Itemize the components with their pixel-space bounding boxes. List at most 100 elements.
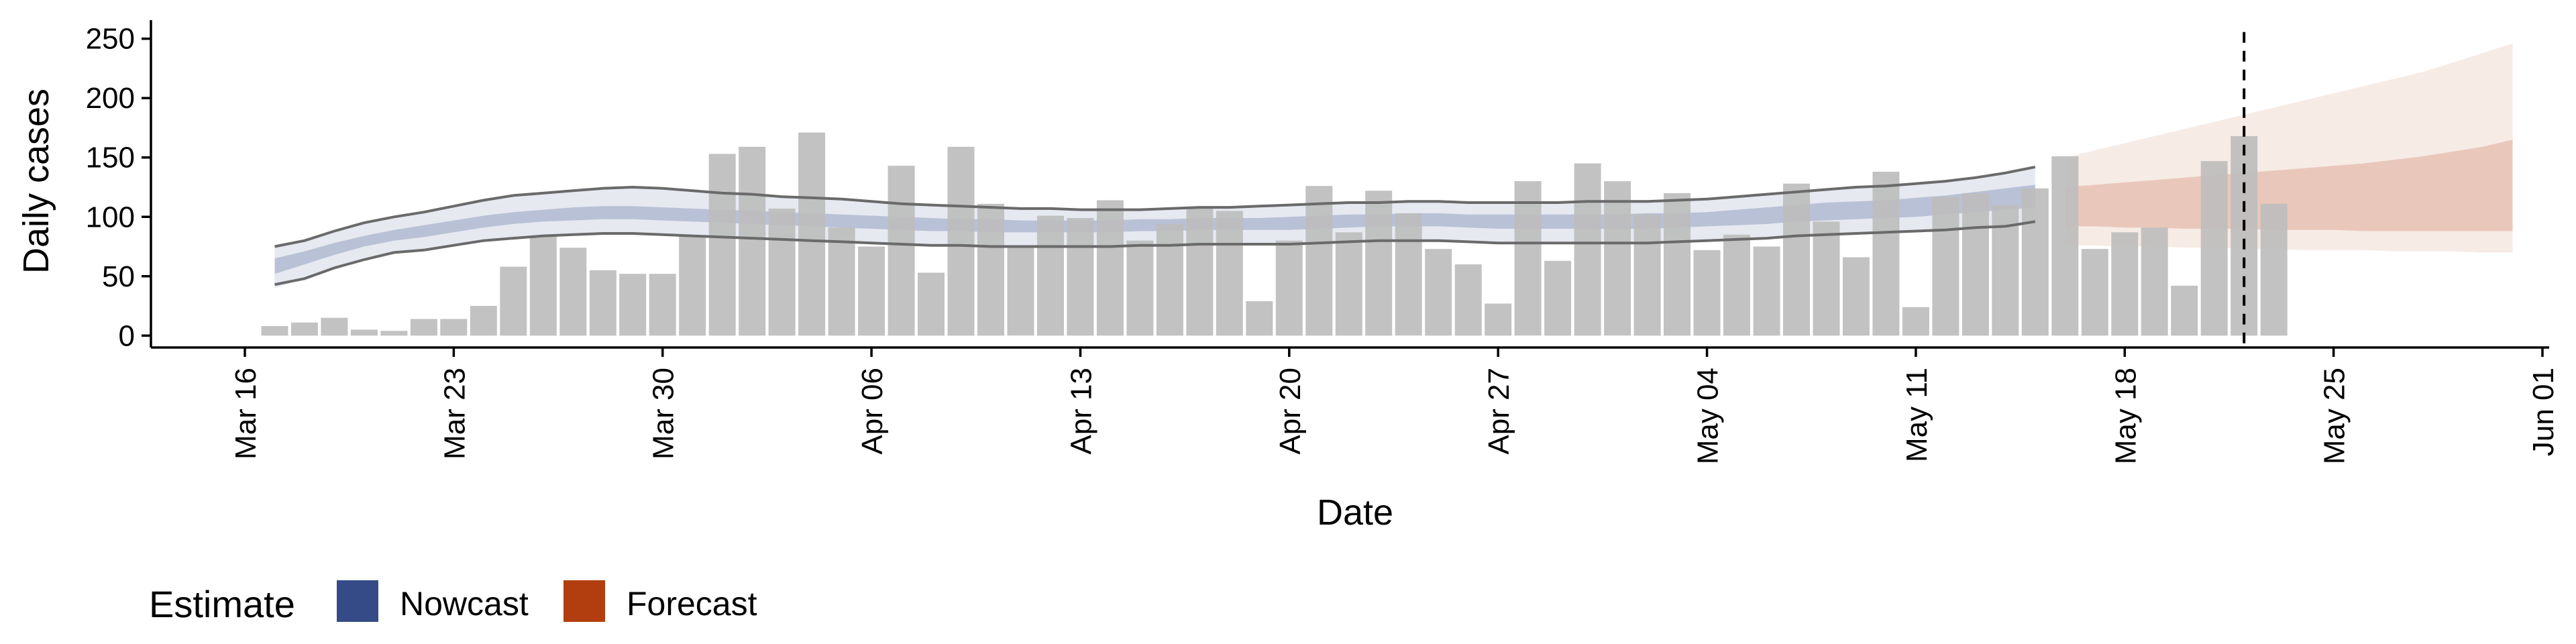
observed-bar <box>1962 193 1989 336</box>
observed-bar <box>470 306 497 336</box>
observed-bar <box>1246 301 1273 336</box>
y-tick-label: 100 <box>86 201 135 233</box>
observed-bar <box>290 322 318 336</box>
y-tick-label: 50 <box>102 260 135 293</box>
observed-bar <box>1813 221 1840 336</box>
observed-bar <box>1126 240 1154 336</box>
x-tick-label: Mar 16 <box>229 368 262 460</box>
observed-bar <box>1842 257 1870 336</box>
observed-bar <box>529 235 557 336</box>
observed-bar <box>2111 232 2139 336</box>
observed-bar <box>2141 227 2168 336</box>
legend-swatch-forecast <box>564 580 605 622</box>
axes-layer: 0 50 100 150 200 250 Mar 16 Mar 23 Mar 30 Apr 06 A… <box>86 20 2560 464</box>
y-tick-label: 150 <box>86 142 135 174</box>
x-tick-label: Apr 20 <box>1274 368 1307 455</box>
observed-bar <box>2171 285 2198 336</box>
observed-bar <box>1037 215 1064 336</box>
observed-bar <box>2260 203 2288 336</box>
observed-bar <box>2051 156 2079 336</box>
observed-bar <box>1664 193 1690 336</box>
observed-bar <box>1902 307 1929 336</box>
nowcast-inner-band <box>274 184 2035 274</box>
legend-swatch-nowcast <box>337 580 378 622</box>
nowcast-lower-line <box>274 220 2036 286</box>
observed-bar <box>1305 186 1333 336</box>
x-tick-label: May 04 <box>1692 368 1725 464</box>
observed-bar <box>1604 181 1631 336</box>
observed-bar <box>1753 246 1780 336</box>
x-tick-label: Mar 23 <box>438 368 471 460</box>
observed-bar <box>649 274 676 336</box>
y-tick-label: 250 <box>86 23 135 56</box>
observed-bar <box>1216 211 1243 336</box>
observed-bar <box>2200 161 2228 336</box>
observed-bar <box>1485 303 1512 336</box>
observed-bar <box>1633 214 1661 336</box>
observed-bar <box>708 154 736 336</box>
observed-bar <box>440 319 468 336</box>
x-tick-label: Jun 01 <box>2527 368 2560 456</box>
x-tick-label: Apr 27 <box>1483 368 1515 455</box>
observed-bar <box>261 326 288 336</box>
x-tick-label: May 11 <box>1900 368 1933 462</box>
observed-bar <box>380 331 408 336</box>
observed-bar <box>500 266 527 336</box>
legend-label-forecast: Forecast <box>627 585 757 623</box>
observed-bar <box>1156 223 1183 336</box>
observed-bar <box>858 246 885 336</box>
observed-bar <box>589 270 616 336</box>
observed-bar <box>1783 183 1810 336</box>
observed-bar <box>1365 191 1393 336</box>
observed-bar <box>1514 181 1542 336</box>
observed-bar <box>1335 232 1362 336</box>
x-tick-label: Apr 06 <box>856 368 889 455</box>
observed-bar <box>828 227 855 336</box>
x-tick-label: May 18 <box>2109 368 2142 464</box>
observed-bar <box>1007 245 1034 336</box>
observed-bar <box>977 203 1004 336</box>
x-tick-label: Apr 13 <box>1065 368 1098 455</box>
observed-bar <box>1067 218 1094 336</box>
forecast-outer-band <box>2065 43 2513 253</box>
observed-bar <box>1544 260 1572 336</box>
observed-bar <box>798 132 826 336</box>
observed-bar <box>1932 197 1960 336</box>
observed-bar <box>768 208 796 336</box>
observed-bar <box>918 272 945 336</box>
observed-bar <box>1096 200 1124 336</box>
x-tick-label: Mar 30 <box>647 368 680 460</box>
y-tick-label: 0 <box>119 319 135 352</box>
observed-bar <box>947 146 975 336</box>
observed-bar <box>559 248 587 336</box>
x-axis-title: Date <box>1317 492 1393 533</box>
lines-layer <box>274 32 2246 347</box>
observed-bar <box>2021 188 2049 336</box>
observed-bar <box>1395 213 1422 336</box>
y-axis-title: Daily cases <box>16 89 56 274</box>
observed-bar <box>888 166 915 336</box>
nowcast-upper-line <box>274 165 2036 248</box>
x-tick-label: May 25 <box>2318 368 2351 464</box>
y-tick-label: 200 <box>86 82 135 115</box>
observed-bar <box>739 146 766 336</box>
observed-bar <box>2081 249 2108 336</box>
observed-bar <box>1872 172 1900 336</box>
observed-bar <box>1275 240 1303 336</box>
bars-layer <box>261 132 2288 336</box>
legend: Estimate Nowcast Forecast <box>149 580 757 625</box>
bands-layer <box>274 43 2513 288</box>
observed-bar <box>410 319 437 336</box>
legend-title: Estimate <box>149 583 295 625</box>
observed-bar <box>350 329 378 336</box>
observed-bar <box>679 235 706 336</box>
observed-bar <box>1723 234 1750 336</box>
legend-label-nowcast: Nowcast <box>400 585 529 623</box>
observed-bar <box>1186 208 1214 336</box>
observed-bar <box>1425 249 1452 336</box>
observed-bar <box>1574 163 1601 336</box>
observed-bar <box>619 274 647 336</box>
forecast-inner-band <box>2065 140 2513 231</box>
observed-bar <box>321 317 348 336</box>
